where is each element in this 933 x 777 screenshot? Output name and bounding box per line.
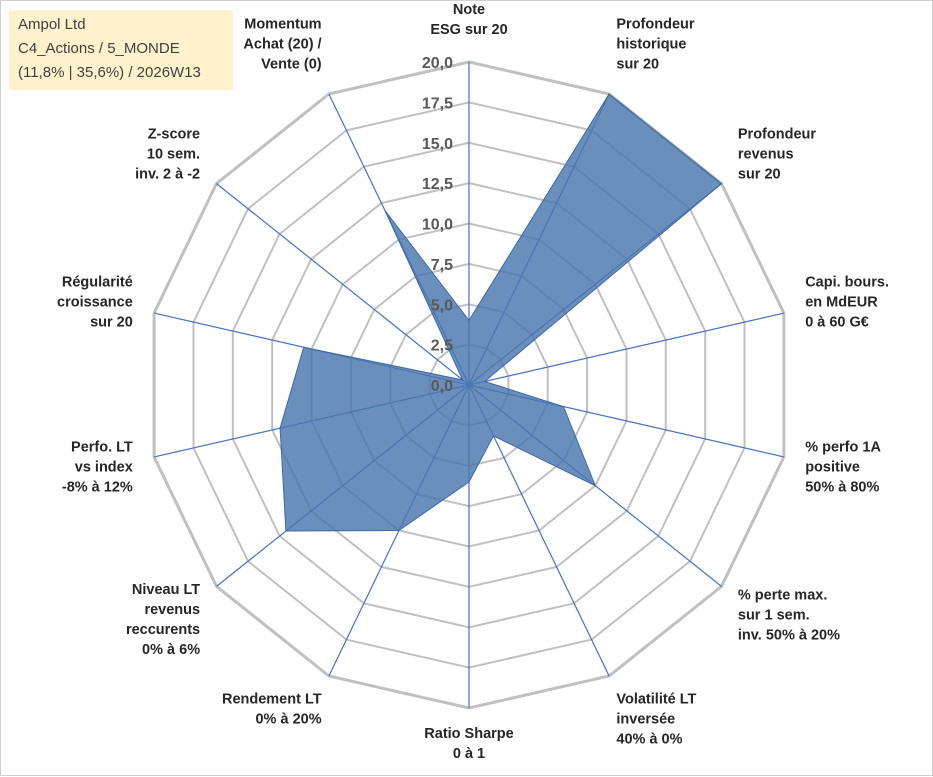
tick-label: 20,0 — [422, 55, 453, 72]
title-line-stats: (11,8% | 35,6%) / 2026W13 — [18, 64, 201, 81]
tick-label: 5,0 — [431, 297, 453, 314]
tick-label: 17,5 — [422, 95, 453, 112]
tick-label: 0,0 — [431, 378, 453, 395]
axis-label: % perfo 1A positive 50% à 80% — [805, 439, 881, 495]
title-line-category: C4_Actions / 5_MONDE — [18, 40, 180, 57]
chart-title-box: Ampol Ltd C4_Actions / 5_MONDE (11,8% | … — [9, 10, 233, 90]
axis-spoke — [216, 183, 470, 386]
axis-label: Volatilité LT inversée 40% à 0% — [616, 691, 696, 747]
label-layer: Note ESG sur 20 Profondeur historique sur 20… — [57, 2, 889, 762]
series-area-ampol — [279, 93, 723, 532]
axis-label: Niveau LT revenus reccurents 0% à 6% — [126, 582, 200, 658]
tick-label: 7,5 — [431, 257, 453, 274]
axis-label: Note ESG sur 20 — [430, 2, 507, 38]
title-line-company: Ampol Ltd — [18, 16, 86, 33]
axis-label: Régularité croissance sur 20 — [57, 275, 133, 331]
axis-spoke — [468, 312, 785, 386]
tick-layer: 0,0 2,5 5,0 7,5 10,0 12,5 15,0 17,5 20,0 — [422, 55, 453, 395]
tick-label: 10,0 — [422, 217, 453, 234]
series-layer — [279, 93, 723, 532]
tick-label: 12,5 — [422, 176, 453, 193]
axis-label: Rendement LT 0% à 20% — [222, 691, 322, 727]
tick-label: 2,5 — [431, 338, 453, 355]
axis-label: Capi. bours. en MdEUR 0 à 60 G€ — [805, 275, 889, 331]
axis-label: Profondeur revenus sur 20 — [738, 126, 816, 182]
axis-label: Z-score 10 sem. inv. 2 à -2 — [135, 126, 200, 182]
axis-label: % perte max. sur 1 sem. inv. 50% à 20% — [738, 588, 840, 644]
tick-label: 15,0 — [422, 136, 453, 153]
axis-label: Perfo. LT vs index -8% à 12% — [62, 439, 133, 495]
axis-label: Momentum Achat (20) / Vente (0) — [243, 17, 321, 73]
axis-label: Profondeur historique sur 20 — [616, 17, 694, 73]
axis-label: Ratio Sharpe 0 à 1 — [424, 726, 513, 762]
